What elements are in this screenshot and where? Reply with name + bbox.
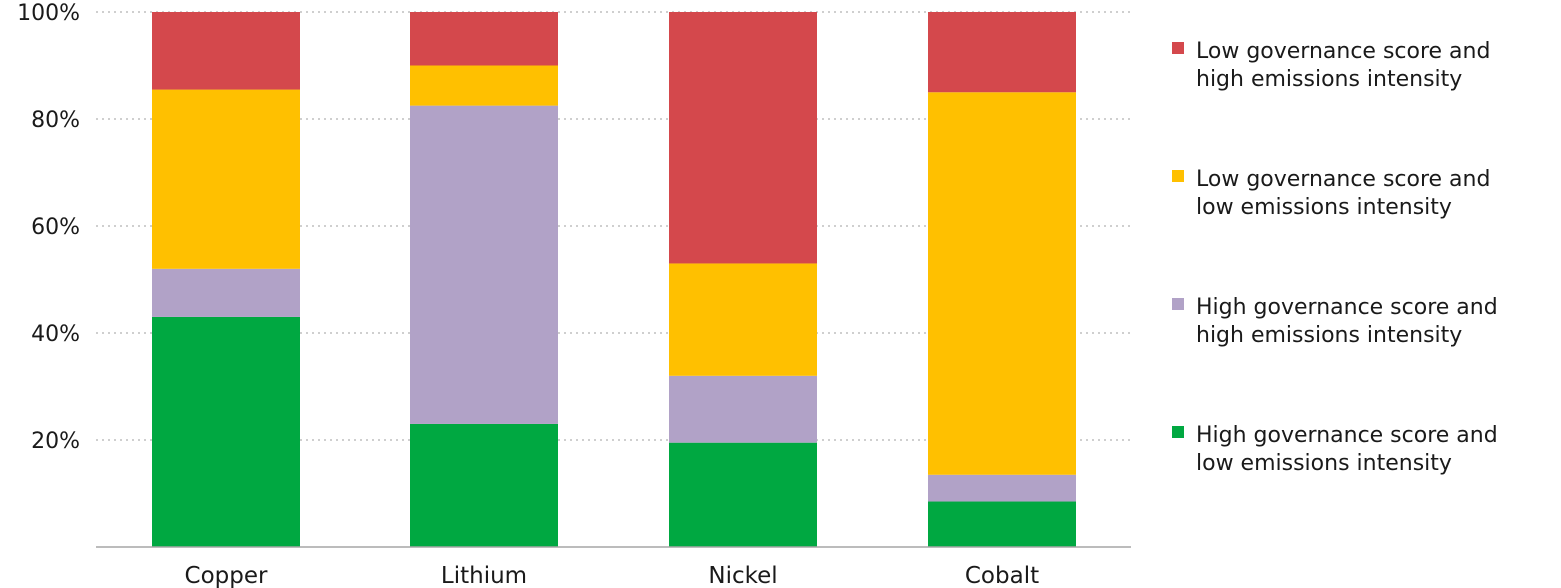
x-tick-label-nickel: Nickel	[708, 563, 777, 588]
legend-label-3-line-1: high emissions intensity	[1196, 67, 1462, 92]
y-tick-label-60: 60%	[31, 215, 80, 240]
y-tick-label-40: 40%	[31, 322, 80, 347]
y-tick-label-20: 20%	[31, 429, 80, 454]
legend-swatch-0	[1172, 426, 1184, 438]
y-axis-tick-labels: 20% 40% 60% 80% 100%	[17, 1, 80, 454]
bar-segment-cobalt-series-1	[928, 474, 1076, 502]
legend-label-2-line-0: Low governance score and	[1196, 167, 1490, 192]
x-tick-label-lithium: Lithium	[441, 563, 527, 588]
legend-label-1-line-0: High governance score and	[1196, 295, 1498, 320]
legend: Low governance score and high emissions i…	[1172, 39, 1498, 476]
legend-swatch-1	[1172, 298, 1184, 310]
gridlines	[96, 11, 1131, 441]
bar-segment-cobalt-series-0	[928, 501, 1076, 547]
legend-item-3: Low governance score and high emissions i…	[1172, 39, 1490, 92]
legend-item-2: Low governance score and low emissions in…	[1172, 167, 1490, 220]
legend-swatch-3	[1172, 42, 1184, 54]
legend-label-0-line-1: low emissions intensity	[1196, 451, 1452, 476]
bar-segment-copper-series-2	[152, 89, 300, 269]
bar-segment-nickel-series-1	[669, 375, 817, 443]
bars	[152, 12, 1076, 547]
legend-item-1: High governance score and high emissions …	[1172, 295, 1498, 348]
bar-segment-nickel-series-3	[669, 12, 817, 264]
legend-swatch-2	[1172, 170, 1184, 182]
bar-segment-copper-series-1	[152, 268, 300, 317]
y-tick-label-100: 100%	[17, 1, 80, 26]
legend-label-2-line-1: low emissions intensity	[1196, 195, 1452, 220]
bar-segment-lithium-series-1	[410, 105, 558, 424]
x-tick-label-cobalt: Cobalt	[965, 563, 1039, 588]
legend-label-1-line-1: high emissions intensity	[1196, 323, 1462, 348]
bar-segment-nickel-series-0	[669, 442, 817, 547]
legend-item-0: High governance score and low emissions i…	[1172, 423, 1498, 476]
bar-segment-lithium-series-3	[410, 12, 558, 66]
bar-segment-cobalt-series-3	[928, 12, 1076, 93]
bar-segment-lithium-series-0	[410, 423, 558, 547]
bar-segment-nickel-series-2	[669, 263, 817, 376]
bar-segment-cobalt-series-2	[928, 92, 1076, 475]
legend-label-0-line-0: High governance score and	[1196, 423, 1498, 448]
bar-segment-copper-series-0	[152, 316, 300, 547]
x-axis-category-labels: Copper Lithium Nickel Cobalt	[185, 563, 1040, 588]
legend-label-3-line-0: Low governance score and	[1196, 39, 1490, 64]
bar-segment-copper-series-3	[152, 12, 300, 90]
y-tick-label-80: 80%	[31, 108, 80, 133]
bar-segment-lithium-series-2	[410, 65, 558, 106]
x-tick-label-copper: Copper	[185, 563, 268, 588]
